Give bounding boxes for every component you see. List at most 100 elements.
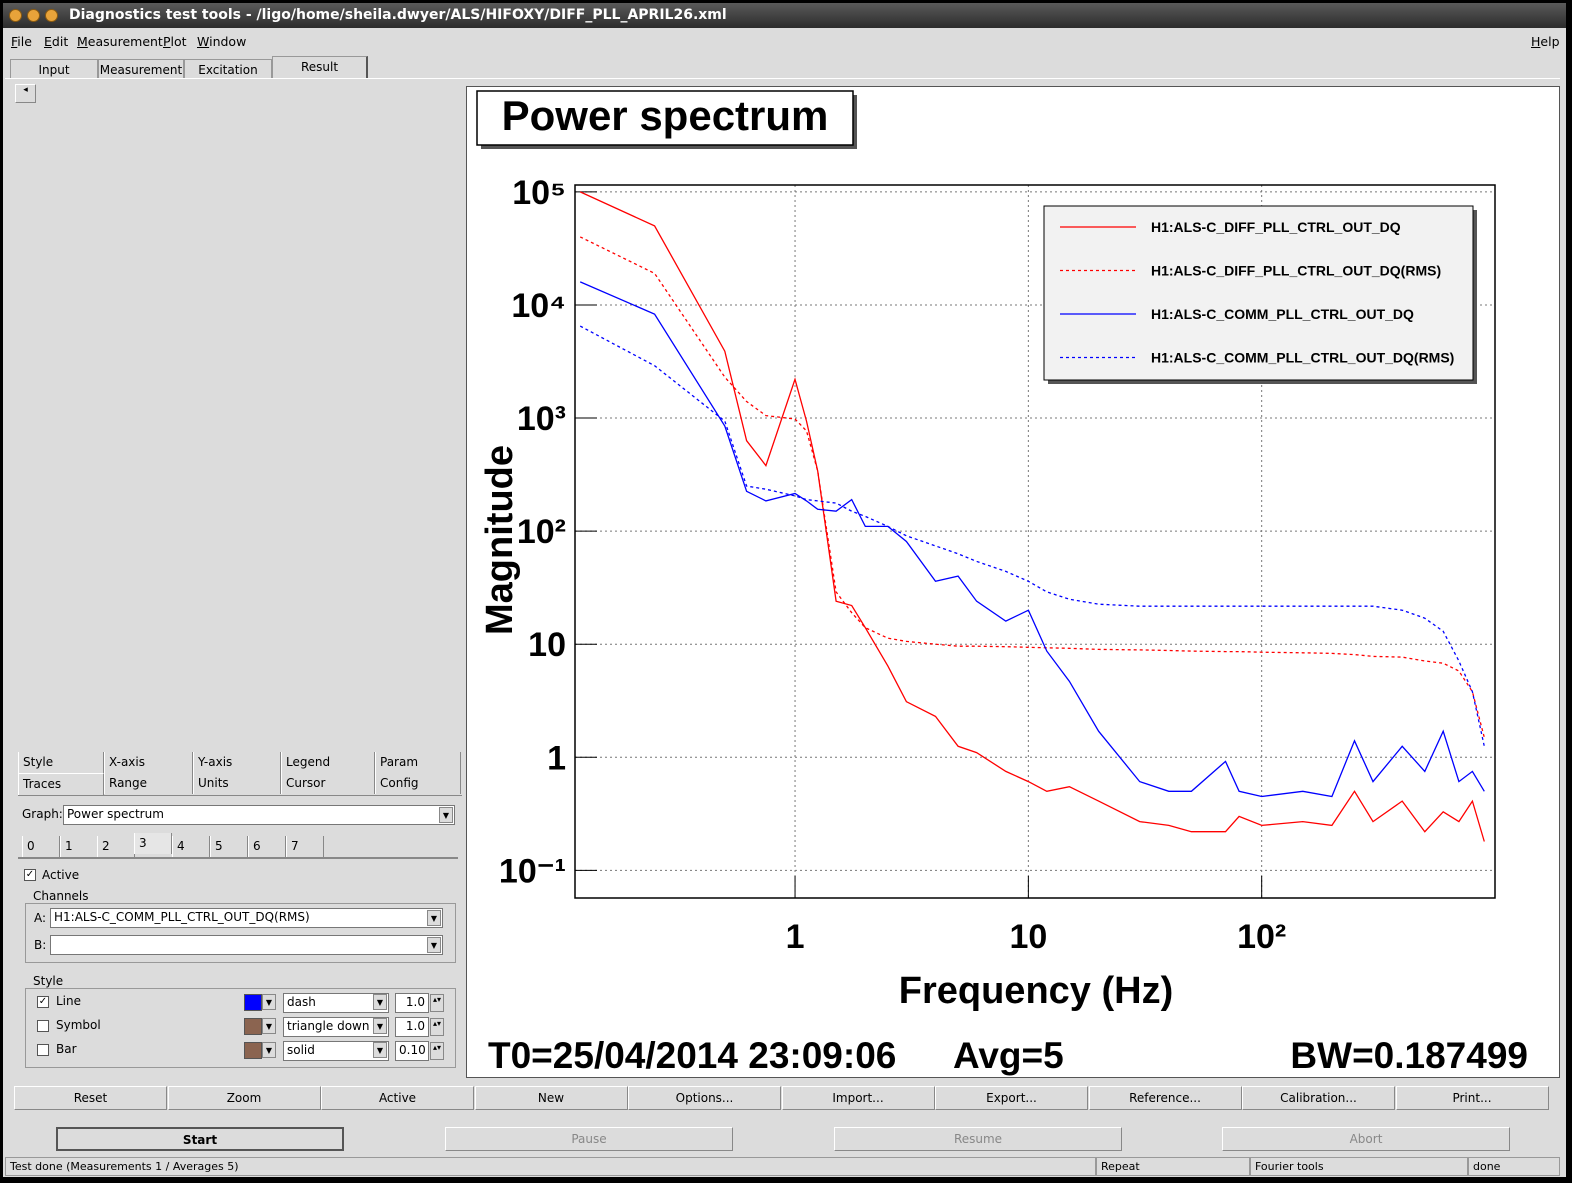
menu-item[interactable]: File (11, 34, 32, 49)
y-tick-label: 10⁻¹ (499, 852, 566, 890)
option-tab[interactable]: Config (375, 773, 461, 794)
b-drop[interactable]: ▼ (427, 937, 441, 953)
style-width[interactable]: 0.10 (395, 1041, 429, 1061)
run-button[interactable]: Start (56, 1127, 344, 1151)
style-check[interactable] (37, 1044, 49, 1056)
main-tab[interactable]: Excitation (184, 59, 272, 79)
trace-tab[interactable]: 3 (134, 833, 172, 854)
scroll-button[interactable]: ◂ (15, 84, 36, 103)
legend-label: H1:ALS-C_DIFF_PLL_CTRL_OUT_DQ(RMS) (1151, 263, 1441, 279)
divider (18, 795, 462, 796)
graph-drop[interactable]: ▼ (439, 807, 453, 823)
option-tab[interactable]: Range (104, 773, 193, 794)
legend-label: H1:ALS-C_COMM_PLL_CTRL_OUT_DQ(RMS) (1151, 350, 1454, 366)
style-check[interactable] (37, 1020, 49, 1032)
style-label: Line (56, 994, 82, 1008)
color-swatch[interactable] (244, 994, 262, 1011)
action-button[interactable]: Zoom (167, 1086, 321, 1110)
style-type[interactable]: dash (283, 993, 389, 1013)
y-tick-label: 10³ (517, 400, 566, 438)
minimize-button[interactable] (27, 9, 40, 22)
action-button[interactable]: Calibration... (1242, 1086, 1395, 1110)
run-button[interactable]: Pause (445, 1127, 733, 1151)
style-type[interactable]: triangle down (283, 1017, 389, 1037)
divider (5, 78, 1560, 79)
type-drop[interactable]: ▼ (373, 994, 387, 1010)
menu-item[interactable]: Edit (44, 34, 69, 49)
action-button[interactable]: Options... (628, 1086, 781, 1110)
option-tab[interactable]: Y-axis (193, 752, 281, 773)
x-tick-label: 10 (1009, 918, 1047, 956)
style-label: Bar (56, 1042, 77, 1056)
width-spin[interactable]: ▴▾ (430, 1018, 444, 1036)
option-tab[interactable]: Legend (281, 752, 375, 773)
menu-help[interactable]: Help (1531, 34, 1560, 49)
run-button[interactable]: Resume (834, 1127, 1122, 1151)
trace-tab[interactable]: 7 (286, 836, 324, 857)
run-button[interactable]: Abort (1222, 1127, 1510, 1151)
action-button[interactable]: Print... (1395, 1086, 1549, 1110)
action-button[interactable]: Active (321, 1086, 474, 1110)
color-drop[interactable]: ▼ (262, 1042, 276, 1058)
option-tab[interactable]: Units (193, 773, 281, 794)
status-field: Test done (Measurements 1 / Averages 5) (5, 1157, 1096, 1176)
action-button[interactable]: Reference... (1088, 1086, 1242, 1110)
legend-label: H1:ALS-C_COMM_PLL_CTRL_OUT_DQ (1151, 306, 1414, 322)
option-tab[interactable]: Traces (18, 773, 104, 796)
series-line (579, 281, 1485, 798)
style-label: Symbol (56, 1018, 101, 1032)
x-tick-label: 10² (1237, 918, 1286, 956)
menu-item[interactable]: Plot (163, 34, 187, 49)
y-axis-label: Magnitude (479, 445, 521, 635)
main-tab[interactable]: Result (272, 56, 368, 79)
trace-tab[interactable]: 5 (210, 836, 248, 857)
chart: Power spectrum 1 10 10² 10⁵ 10⁴ 10³ 10² 10 1 10⁻¹ F… (476, 90, 1528, 1076)
action-button[interactable]: Import... (781, 1086, 935, 1110)
option-tab[interactable]: X-axis (104, 752, 193, 773)
title-bar: Diagnostics test tools - /ligo/home/shei… (3, 3, 1566, 28)
style-width[interactable]: 1.0 (395, 993, 429, 1013)
main-tab[interactable]: Measurement (98, 59, 184, 79)
action-button[interactable]: New (474, 1086, 628, 1110)
action-button[interactable]: Reset (14, 1086, 167, 1110)
color-swatch[interactable] (244, 1042, 262, 1059)
width-spin[interactable]: ▴▾ (430, 994, 444, 1012)
style-check[interactable]: ✓ (37, 996, 49, 1008)
main-tab[interactable]: Input (10, 59, 98, 79)
option-tab[interactable]: Cursor (281, 773, 375, 794)
active-check[interactable]: ✓ (24, 869, 36, 881)
trace-tab[interactable]: 1 (60, 836, 98, 857)
style-type[interactable]: solid (283, 1041, 389, 1061)
legend-box (1043, 205, 1474, 381)
plot-frame (574, 184, 1496, 899)
y-tick-label: 10 (528, 626, 566, 664)
action-button[interactable]: Export... (935, 1086, 1088, 1110)
b-field[interactable] (50, 935, 443, 955)
trace-tab[interactable]: 6 (248, 836, 286, 857)
series-line (579, 325, 1485, 747)
graph-select[interactable]: Power spectrum (63, 805, 455, 825)
trace-tab[interactable]: 0 (22, 836, 60, 857)
type-drop[interactable]: ▼ (373, 1042, 387, 1058)
option-tab[interactable]: Param (375, 752, 461, 773)
close-button[interactable] (9, 9, 22, 22)
annotation: BW=0.187499 (1290, 1035, 1528, 1076)
width-spin[interactable]: ▴▾ (430, 1042, 444, 1060)
a-drop[interactable]: ▼ (427, 910, 441, 926)
active-label: Active (42, 868, 80, 882)
menu-item[interactable]: Window (197, 34, 247, 49)
series-line (579, 191, 1485, 842)
style-group (25, 988, 456, 1068)
menu-item[interactable]: Measurement (77, 34, 163, 49)
color-swatch[interactable] (244, 1018, 262, 1035)
option-tab[interactable]: Style (18, 752, 104, 773)
a-field[interactable]: H1:ALS-C_COMM_PLL_CTRL_OUT_DQ(RMS) (50, 908, 443, 928)
type-drop[interactable]: ▼ (373, 1018, 387, 1034)
annotation: Avg=5 (953, 1035, 1064, 1076)
maximize-button[interactable] (45, 9, 58, 22)
style-width[interactable]: 1.0 (395, 1017, 429, 1037)
color-drop[interactable]: ▼ (262, 1018, 276, 1034)
color-drop[interactable]: ▼ (262, 994, 276, 1010)
trace-tab[interactable]: 4 (172, 836, 210, 857)
trace-tab[interactable]: 2 (97, 836, 135, 857)
